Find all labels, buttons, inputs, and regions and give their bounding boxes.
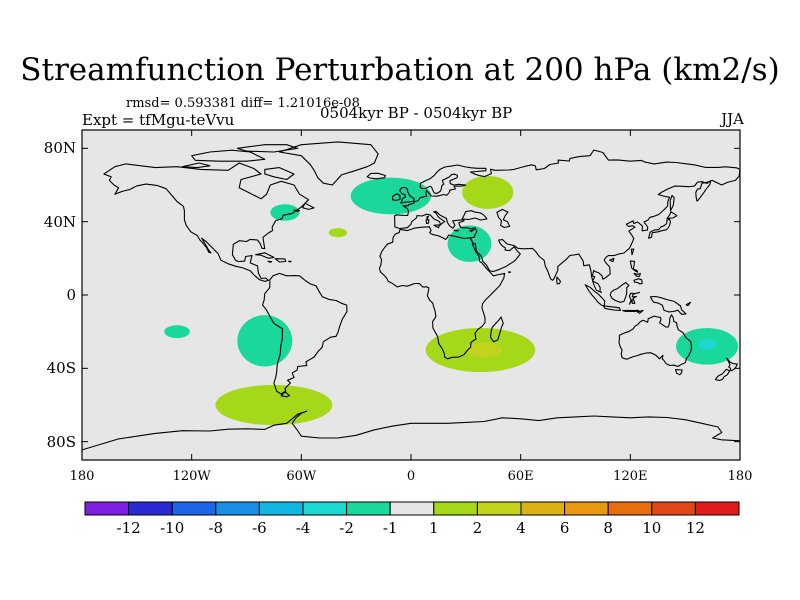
y-tick-label: 0 <box>66 286 76 304</box>
colorbar-label: 4 <box>516 519 526 537</box>
y-tick-label: 40S <box>46 359 76 378</box>
anomaly-region <box>328 228 348 238</box>
coastline-philippines <box>629 260 643 285</box>
colorbar-label: -6 <box>252 519 267 537</box>
colorbar <box>84 501 740 516</box>
coastline-north-atlantic-islands <box>366 172 415 204</box>
coastline-new-guinea <box>649 295 692 315</box>
anomaly-region <box>237 315 293 367</box>
period-label: 0504kyr BP - 0504kyr BP <box>320 104 513 122</box>
coastline-eurasia <box>394 149 740 293</box>
colorbar-label: -1 <box>382 519 398 537</box>
coastline-antarctica <box>82 410 740 451</box>
colorbar-swatch <box>433 501 478 516</box>
colorbar-label: -12 <box>116 519 141 537</box>
colorbar-label: -2 <box>339 519 354 537</box>
anomaly-region <box>447 225 492 262</box>
colorbar-swatch <box>476 501 522 516</box>
coastline-africa <box>378 226 506 360</box>
axis-ticks <box>81 130 741 460</box>
colorbar-swatch <box>607 501 653 516</box>
coastline-java <box>602 305 644 314</box>
x-tick-label: 0 <box>406 469 416 484</box>
y-tick-label: 40N <box>43 212 76 231</box>
colorbar-swatch <box>694 501 740 516</box>
coastline-greenland <box>278 141 379 186</box>
colorbar-label: 2 <box>472 519 483 537</box>
anomaly-region <box>697 339 717 350</box>
colorbar-swatch <box>258 501 304 516</box>
colorbar-label: 12 <box>685 519 705 537</box>
colorbar-swatch <box>128 501 173 516</box>
page-title: Streamfunction Perturbation at 200 hPa (… <box>20 52 780 88</box>
colorbar-swatch <box>389 501 435 516</box>
x-tick-label: 60W <box>286 469 317 484</box>
colorbar-swatch <box>651 501 696 516</box>
colorbar-label: 1 <box>429 519 439 537</box>
colorbar-swatch <box>302 501 348 516</box>
season-label: JJA <box>721 110 744 128</box>
coastline-japan <box>648 194 678 239</box>
coastline-caribbean <box>255 252 292 263</box>
colorbar-label: -4 <box>295 519 311 537</box>
coastline-layer <box>82 141 740 451</box>
coastline-sulawesi <box>628 291 641 305</box>
colorbar-label: 6 <box>559 519 570 537</box>
coastline-borneo <box>609 281 630 303</box>
coastline-arctic-islands <box>181 144 315 212</box>
colorbar-swatch <box>564 501 609 516</box>
coastline-australia <box>618 314 693 368</box>
colorbar-swatch <box>520 501 566 516</box>
x-tick-label: 60E <box>507 469 534 484</box>
colorbar-label: -10 <box>160 519 185 537</box>
coastline-tasmania-nz <box>674 357 738 381</box>
statistics-text: rmsd= 0.593381 diff= 1.21016e-08 <box>126 96 360 111</box>
coastline-north-america <box>103 162 310 282</box>
coastline-south-america <box>262 272 348 398</box>
anomaly-region <box>270 204 300 221</box>
colorbar-label: -8 <box>208 519 224 537</box>
x-tick-label: 180 <box>69 469 95 484</box>
colorbar-label: 8 <box>603 519 613 537</box>
experiment-label: Expt = tfMgu-teVvu <box>82 111 235 129</box>
colorbar-label: 10 <box>642 519 662 537</box>
coastline-madagascar <box>489 271 512 343</box>
x-tick-label: 120E <box>613 469 648 484</box>
anomaly-region <box>465 342 503 358</box>
anomaly-region <box>215 384 333 426</box>
x-tick-label: 180 <box>727 469 753 484</box>
colorbar-swatch <box>215 501 260 516</box>
colorbar-swatch <box>171 501 217 516</box>
coastline-inland-seas <box>461 208 511 229</box>
map-background <box>82 130 740 460</box>
anomaly-region <box>350 177 432 215</box>
coastline-asian-islands <box>556 248 635 285</box>
y-tick-label: 80N <box>43 139 76 158</box>
anomaly-layer <box>164 175 739 426</box>
x-tick-label: 120W <box>172 469 211 484</box>
coastline-mediterranean-islands <box>425 215 475 233</box>
colorbar-swatch <box>84 501 130 516</box>
colorbar-swatch <box>346 501 391 516</box>
y-tick-label: 80S <box>46 432 76 451</box>
anomaly-region <box>164 325 190 339</box>
anomaly-region <box>462 175 514 209</box>
